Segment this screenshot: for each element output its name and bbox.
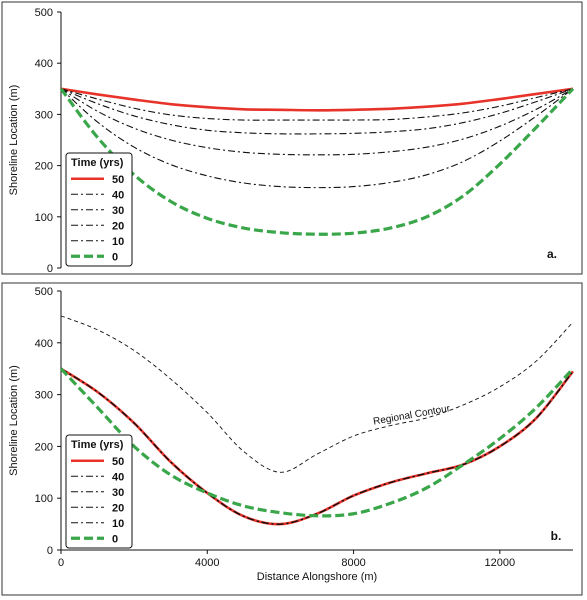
- legend-box: [65, 434, 133, 549]
- y-tick-label: 300: [35, 109, 53, 121]
- y-tick-label: 400: [35, 338, 53, 350]
- legend-label-30: 30: [112, 205, 124, 217]
- y-tick-label: 500: [35, 7, 53, 19]
- series-line-10: [60, 88, 574, 189]
- y-tick-label: 200: [35, 441, 53, 453]
- x-tick-label: 12000: [485, 557, 516, 569]
- y-axis-label: Shoreline Location (m): [8, 85, 20, 196]
- y-tick-label: 300: [35, 390, 53, 402]
- series-line-20: [60, 368, 574, 525]
- y-tick-label: 400: [35, 58, 53, 70]
- series-line-40: [60, 368, 574, 525]
- legend-label-0: 0: [112, 251, 118, 263]
- legend-label-20: 20: [112, 220, 124, 232]
- series-line-50: [60, 367, 575, 526]
- y-tick-label: 0: [47, 263, 53, 275]
- x-axis-label: Distance Alongshore (m): [257, 571, 377, 583]
- series-line-regional-contour: [60, 315, 574, 473]
- legend-label-40: 40: [112, 189, 124, 201]
- series-line-50: [60, 87, 574, 112]
- panel-label: a.: [547, 247, 557, 261]
- x-tick-label: 8000: [341, 557, 365, 569]
- series-line-30: [60, 88, 574, 135]
- legend-label-30: 30: [112, 487, 124, 499]
- legend-label-0: 0: [112, 533, 118, 545]
- legend: Time (yrs) 50 40 30 20 10 0: [65, 434, 133, 549]
- series-line-30: [60, 368, 574, 525]
- x-tick-label: 0: [58, 557, 64, 569]
- legend-title: Time (yrs): [71, 439, 124, 451]
- y-tick-label: 0: [47, 545, 53, 557]
- legend-label-50: 50: [112, 174, 124, 186]
- y-tick-label: 500: [35, 286, 53, 298]
- x-tick-label: 4000: [195, 557, 219, 569]
- legend-label-50: 50: [112, 456, 124, 468]
- series-line-0: [59, 367, 575, 518]
- panel-label: b.: [551, 529, 562, 543]
- panel-frame: [1, 282, 583, 596]
- legend-box: [65, 152, 133, 267]
- regional-contour-annotation: Regional Contour: [372, 403, 451, 427]
- legend-title: Time (yrs): [71, 157, 124, 169]
- y-tick-label: 200: [35, 161, 53, 173]
- legend: Time (yrs) 50 40 30 20 10 0: [65, 152, 133, 267]
- legend-label-20: 20: [112, 502, 124, 514]
- y-tick-label: 100: [35, 212, 53, 224]
- panel-frame: [1, 1, 583, 275]
- legend-label-10: 10: [112, 236, 124, 248]
- series-line-10: [60, 368, 574, 525]
- legend-label-10: 10: [112, 518, 124, 530]
- series-line-20: [60, 88, 574, 156]
- series-line-40: [60, 88, 574, 121]
- y-axis-label: Shoreline Location (m): [8, 365, 20, 476]
- legend-label-40: 40: [112, 471, 124, 483]
- y-tick-label: 100: [35, 493, 53, 505]
- series-line-0: [59, 87, 575, 236]
